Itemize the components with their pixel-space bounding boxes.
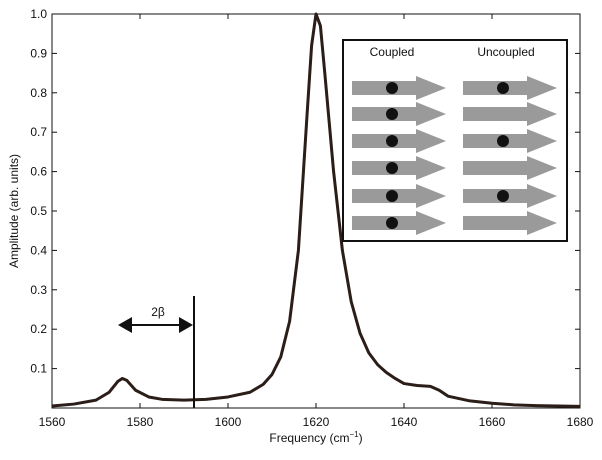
arrow-head-left bbox=[118, 317, 132, 333]
x-tick-label: 1580 bbox=[127, 415, 154, 429]
strand-arrow bbox=[463, 184, 557, 208]
x-axis-label: Frequency (cm−1) bbox=[269, 430, 362, 445]
strand-arrow bbox=[352, 129, 446, 153]
x-tick-label: 1640 bbox=[391, 415, 418, 429]
y-tick-label: 0.2 bbox=[30, 322, 47, 336]
x-tick-label: 1600 bbox=[215, 415, 242, 429]
inset-title: Coupled bbox=[370, 45, 415, 59]
y-tick-label: 0.9 bbox=[30, 46, 47, 60]
strand-arrow bbox=[352, 184, 446, 208]
y-tick-label: 0.6 bbox=[30, 165, 47, 179]
oscillator-dot bbox=[386, 108, 398, 120]
oscillator-dot bbox=[497, 82, 509, 94]
strand-arrow bbox=[463, 211, 557, 235]
oscillator-dot bbox=[386, 217, 398, 229]
y-tick-label: 0.8 bbox=[30, 86, 47, 100]
inset-title: Uncoupled bbox=[477, 45, 534, 59]
oscillator-dot bbox=[386, 162, 398, 174]
oscillator-dot bbox=[497, 135, 509, 147]
y-tick-label: 0.4 bbox=[30, 243, 47, 257]
y-tick-label: 0.1 bbox=[30, 362, 47, 376]
x-axis-label-sup: −1 bbox=[349, 430, 359, 439]
oscillator-dot bbox=[386, 82, 398, 94]
strand-arrow bbox=[352, 211, 446, 235]
oscillator-dot bbox=[386, 190, 398, 202]
annotation: 2β bbox=[151, 305, 165, 319]
strand-arrow bbox=[463, 129, 557, 153]
y-tick-label: 1.0 bbox=[30, 7, 47, 21]
x-tick-label: 1660 bbox=[479, 415, 506, 429]
y-tick-label: 0.5 bbox=[30, 204, 47, 218]
line-series bbox=[51, 12, 581, 408]
strand-arrow bbox=[352, 76, 446, 100]
x-axis-label-main: Frequency (cm bbox=[269, 431, 349, 445]
strand-arrow bbox=[352, 102, 446, 126]
plot-area: 1560 1580 1600 1620 1640 1660 1680 0.1 0.2 0.3 0.4… bbox=[30, 7, 593, 429]
strand-arrow bbox=[463, 102, 557, 126]
y-tick-label: 0.7 bbox=[30, 125, 47, 139]
y-axis-label: Amplitude (arb. units) bbox=[7, 154, 21, 268]
inset bbox=[352, 76, 557, 235]
x-axis-label-end: ) bbox=[359, 431, 363, 445]
x-tick-label: 1620 bbox=[303, 415, 330, 429]
oscillator-dot bbox=[497, 190, 509, 202]
arrow-head-right bbox=[179, 317, 193, 333]
strand-arrow bbox=[463, 156, 557, 180]
x-tick-label: 1680 bbox=[567, 415, 594, 429]
x-tick-label: 1560 bbox=[39, 415, 66, 429]
strand-arrow bbox=[352, 156, 446, 180]
oscillator-dot bbox=[386, 135, 398, 147]
y-tick-label: 0.3 bbox=[30, 283, 47, 297]
strand-arrow bbox=[463, 76, 557, 100]
